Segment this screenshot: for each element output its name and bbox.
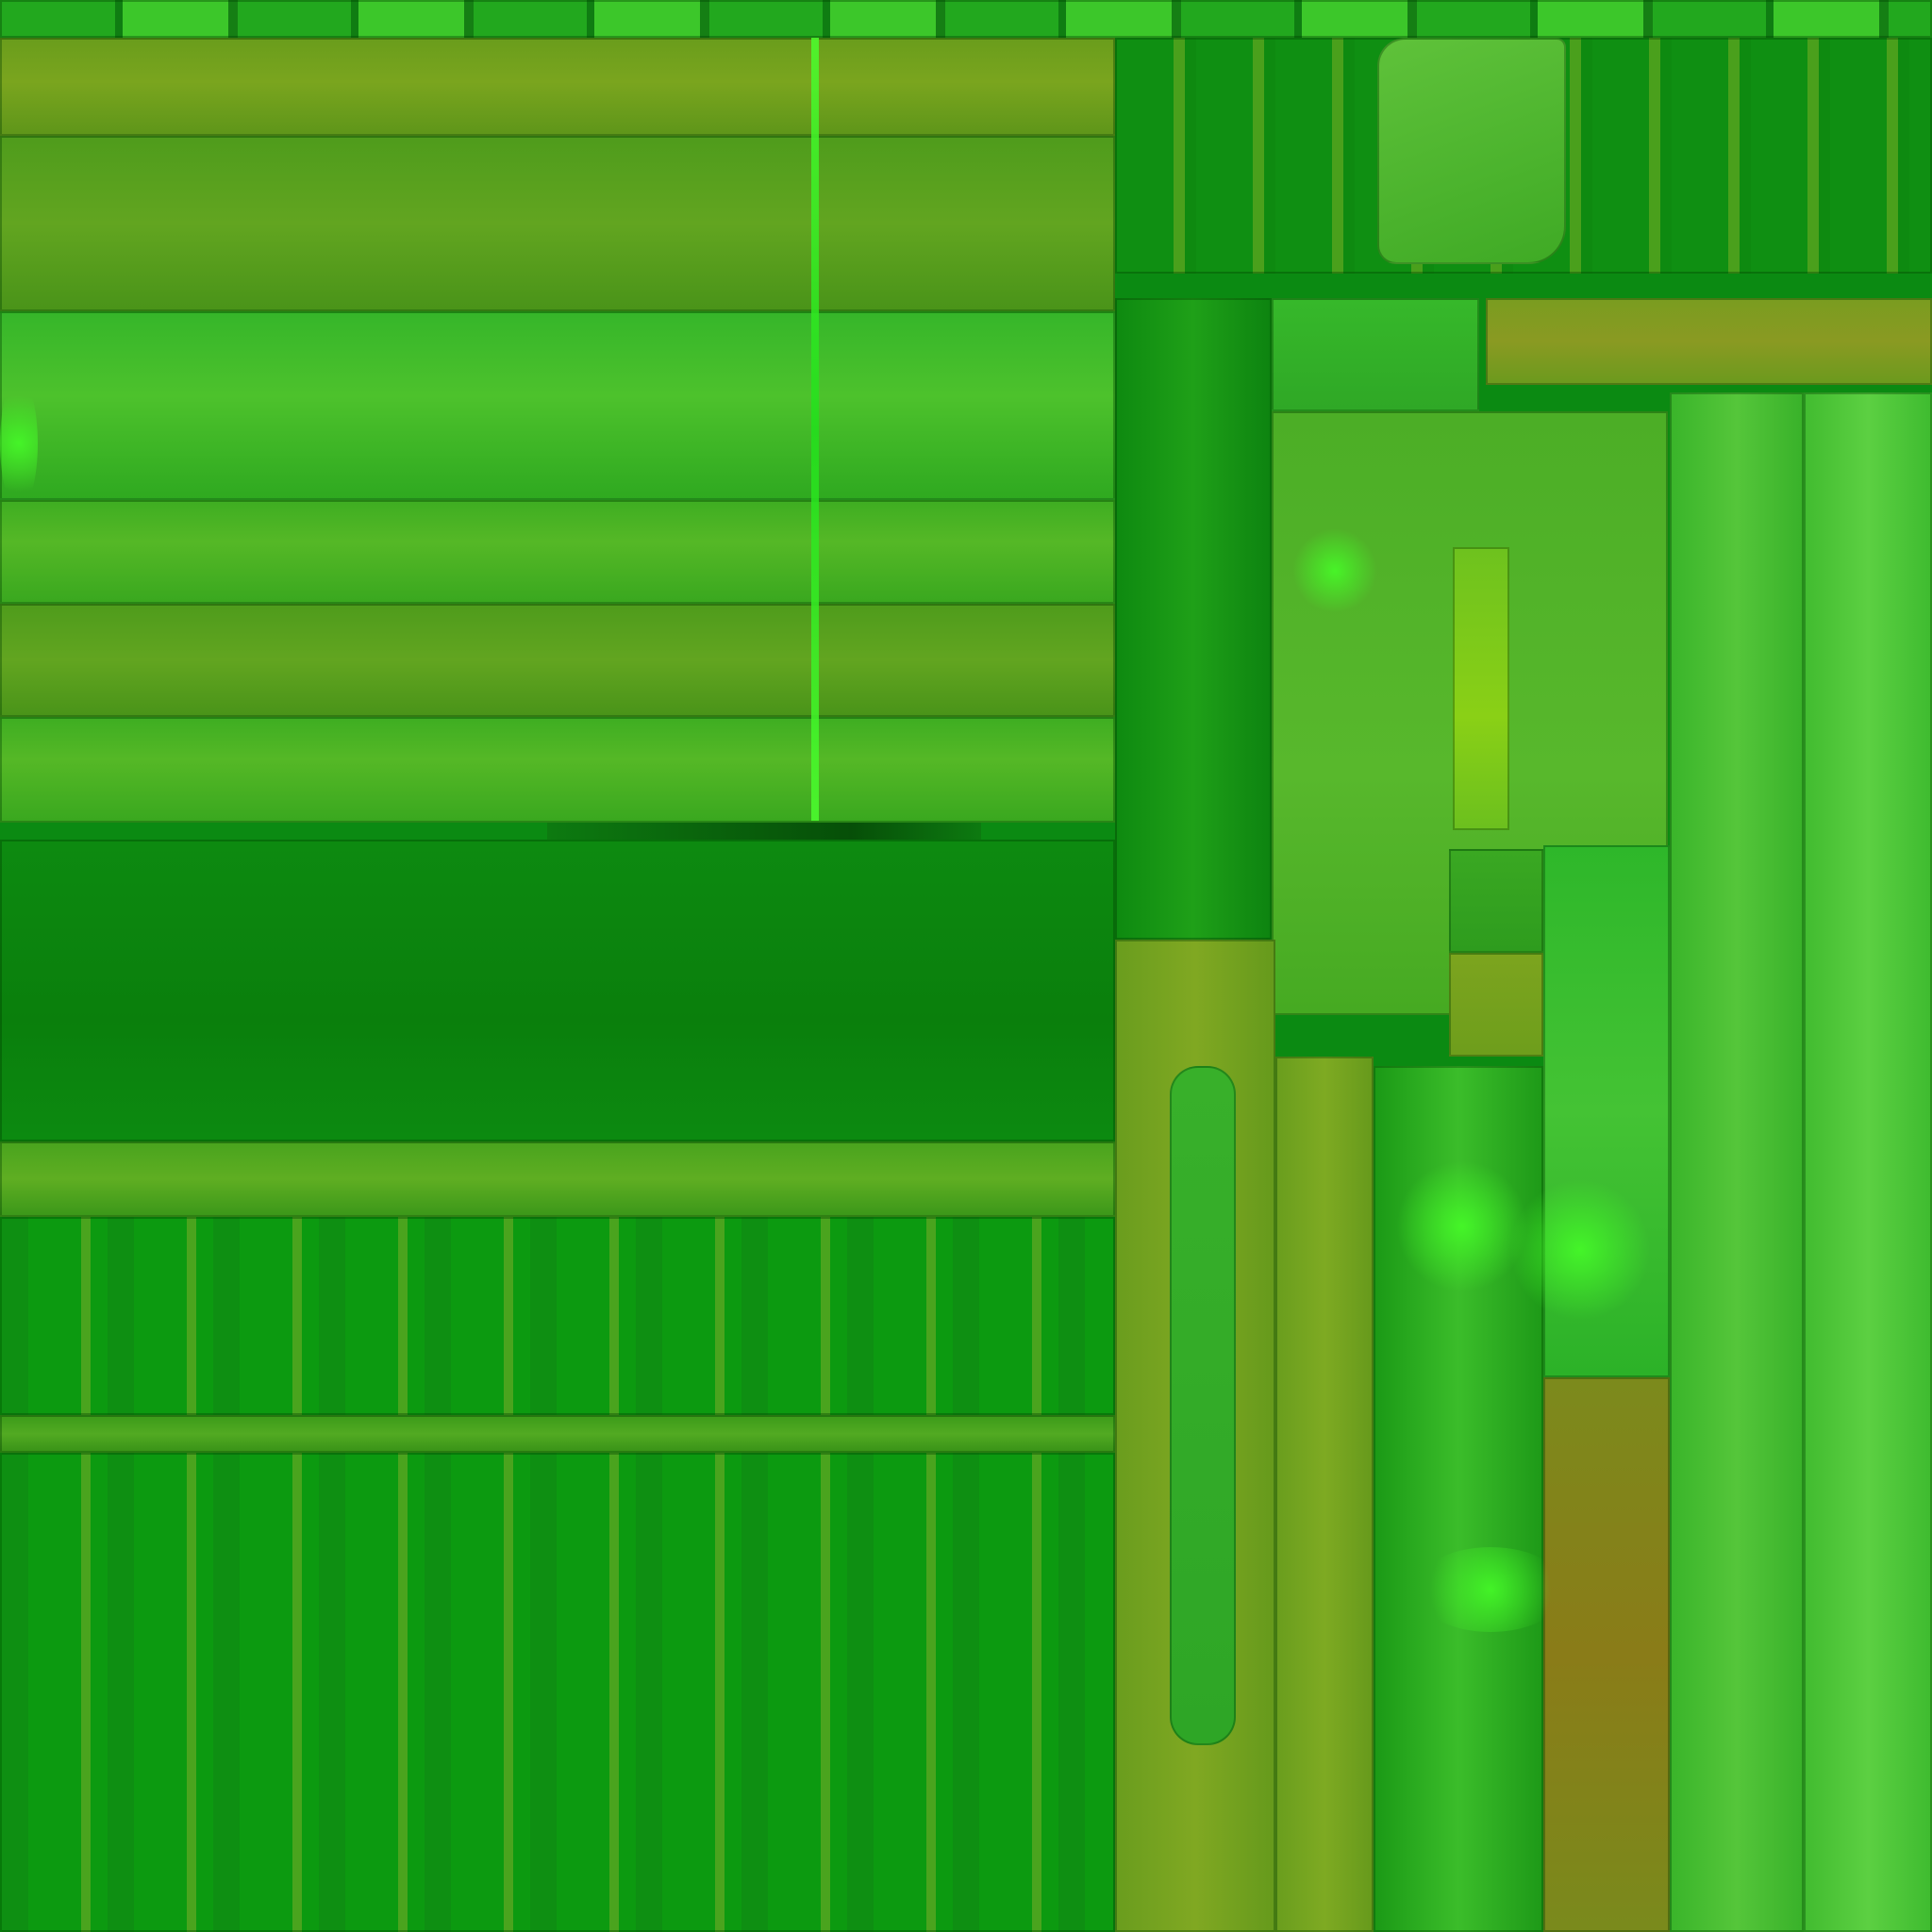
- block-region: [1449, 953, 1543, 1057]
- column-region: [1670, 392, 1804, 1932]
- right-shape-region: [1377, 38, 1566, 264]
- top-beam-region: [0, 38, 1115, 136]
- dark-panel-region: [0, 840, 1115, 1141]
- glow-highlight: [1415, 1547, 1566, 1632]
- column-region: [1275, 1057, 1374, 1932]
- column-region: [1453, 547, 1509, 830]
- column-region: [1804, 392, 1932, 1932]
- beam-region: [1486, 298, 1932, 385]
- plank-region: [0, 717, 1115, 823]
- column-region: [1272, 298, 1479, 411]
- column-region: [1115, 298, 1272, 940]
- plank-region: [0, 136, 1115, 311]
- glow-highlight: [1396, 1160, 1528, 1292]
- column-region: [1543, 1377, 1670, 1932]
- fence-region: [0, 1217, 1115, 1415]
- top-strip-region: [0, 0, 1932, 38]
- glow-highlight: [1509, 1179, 1651, 1321]
- glow-highlight: [1292, 528, 1377, 613]
- plank-region: [0, 311, 1115, 500]
- block-region: [1449, 849, 1543, 953]
- plank-region: [0, 500, 1115, 604]
- fence-region: [0, 1453, 1115, 1932]
- column-region: [1170, 1066, 1236, 1745]
- divider-bar-region: [0, 1141, 1115, 1217]
- glow-highlight: [0, 377, 38, 509]
- plank-region: [0, 604, 1115, 717]
- rail-region: [0, 1415, 1115, 1453]
- glow-seam: [811, 38, 819, 821]
